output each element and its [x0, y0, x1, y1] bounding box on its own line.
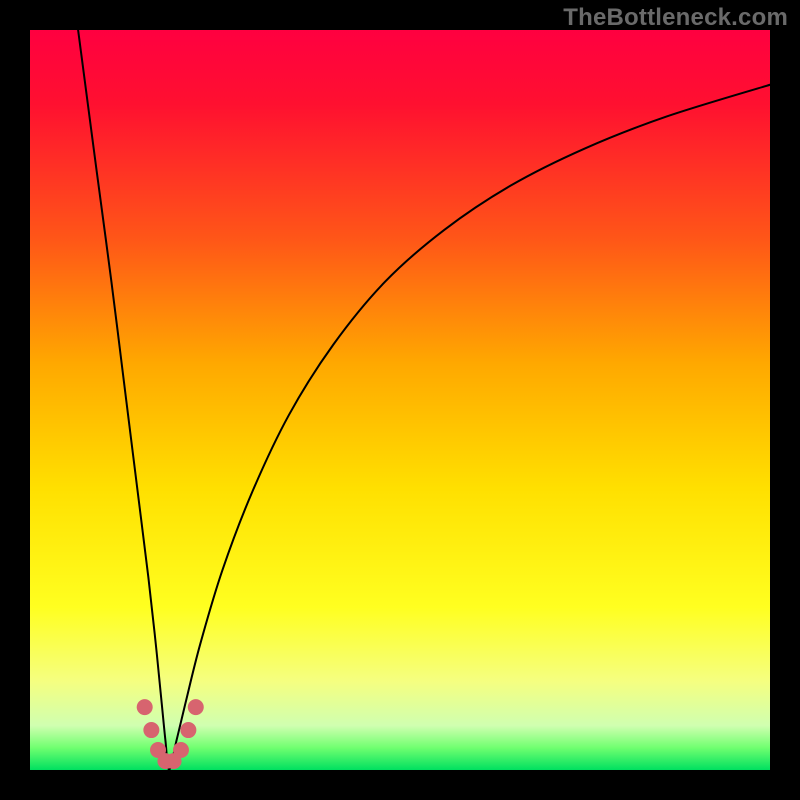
marker-dot [188, 699, 204, 715]
marker-dot [143, 722, 159, 738]
chart-container: TheBottleneck.com [0, 0, 800, 800]
plot-background [30, 30, 770, 770]
marker-dot [180, 722, 196, 738]
watermark-text: TheBottleneck.com [563, 4, 788, 32]
marker-dot [137, 699, 153, 715]
marker-dot [173, 742, 189, 758]
chart-svg [0, 0, 800, 800]
